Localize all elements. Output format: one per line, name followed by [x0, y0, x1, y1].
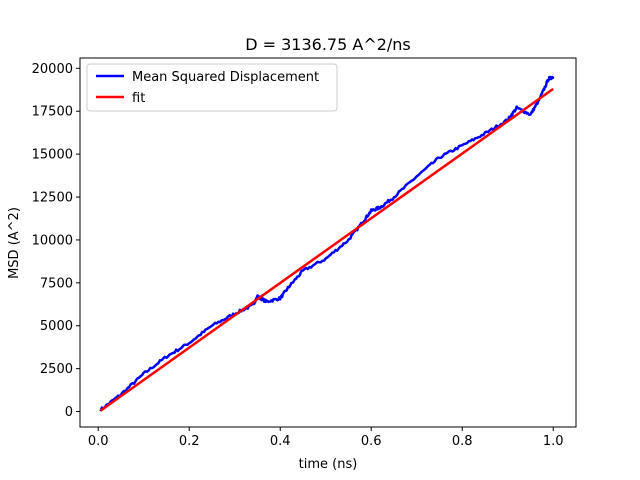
- y-tick-label: 2500: [40, 362, 73, 377]
- y-tick-label: 0: [65, 405, 73, 420]
- axes-layer: 0.0 0.2 0.4 0.6 0.8 1.0 0 2500 5000 7500 10000 1250…: [32, 57, 577, 449]
- x-tick-label: 0.8: [452, 434, 473, 449]
- legend-frame: [86, 63, 338, 112]
- y-tick-label: 15000: [32, 148, 73, 163]
- x-axis-label: time (ns): [299, 457, 358, 472]
- x-tick-label: 1.0: [543, 434, 564, 449]
- legend-label-fit: fit: [132, 91, 145, 106]
- y-tick-label: 20000: [32, 62, 73, 77]
- x-tick-label: 0.2: [179, 434, 200, 449]
- series-line-fit: [99, 87, 554, 412]
- plot-frame: [79, 57, 577, 428]
- y-tick-label: 10000: [32, 233, 73, 248]
- legend-label-msd: Mean Squared Displacement: [132, 70, 319, 85]
- series-line-msd: [99, 75, 555, 412]
- y-tick-label: 12500: [32, 191, 73, 206]
- y-axis-label: MSD (A^2): [7, 207, 22, 279]
- legend: Mean Squared Displacement fit: [86, 63, 338, 112]
- y-tick-label: 5000: [40, 319, 73, 334]
- y-tick-label: 17500: [32, 105, 73, 120]
- y-tick-label: 7500: [40, 276, 73, 291]
- x-tick-label: 0.4: [270, 434, 291, 449]
- chart-title: D = 3136.75 A^2/ns: [245, 35, 411, 54]
- x-tick-label: 0.6: [361, 434, 382, 449]
- x-tick-label: 0.0: [88, 434, 109, 449]
- series-layer: [99, 75, 555, 412]
